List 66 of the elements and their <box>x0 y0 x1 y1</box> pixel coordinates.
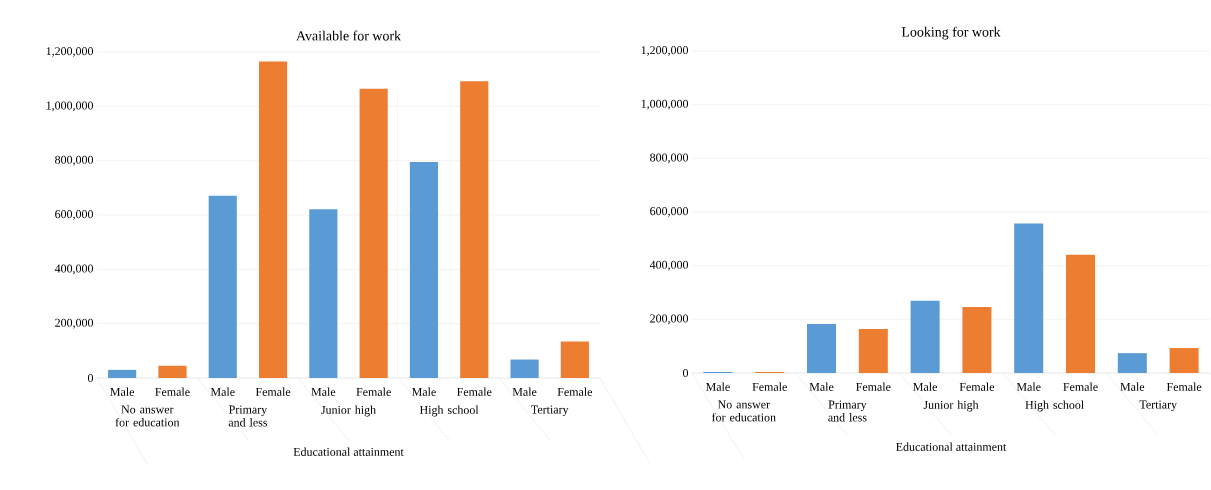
bar <box>560 341 589 378</box>
bar <box>208 195 237 378</box>
bar <box>510 359 539 378</box>
x-tick-label: Primary and less <box>228 405 268 427</box>
x-tick-label: Junior high <box>321 405 376 417</box>
bar <box>108 369 137 378</box>
series-label: Male <box>110 387 135 396</box>
y-tick-label: 800,000 <box>650 153 689 164</box>
bar <box>910 300 940 373</box>
x-tick-label: High school <box>419 405 479 417</box>
x-tick-label: No answer for education <box>115 405 180 427</box>
series-label: Male <box>705 382 730 391</box>
text: Male <box>1016 382 1041 391</box>
bar <box>807 323 837 373</box>
bar <box>858 328 888 373</box>
text: Female <box>155 387 190 396</box>
y-tick-label: 1,000,000 <box>46 101 94 112</box>
x-tick-label: High school <box>1025 400 1084 412</box>
y-tick-label: 1,200,000 <box>641 46 689 56</box>
text: Male <box>809 382 834 391</box>
y-tick-label: 400,000 <box>54 264 94 275</box>
text: Female <box>959 382 995 391</box>
chart-title: Available for work <box>296 30 402 41</box>
x-tick-label: No answer for education <box>711 400 776 422</box>
y-tick-label: 200,000 <box>650 314 689 325</box>
bar <box>962 306 992 373</box>
y-tick-label: 1,200,000 <box>46 47 94 57</box>
bar <box>258 61 288 378</box>
y-tick-label: 600,000 <box>650 207 689 217</box>
text: Male <box>512 387 537 396</box>
y-tick-label: 600,000 <box>55 210 94 220</box>
y-tick-label: 800,000 <box>55 155 94 166</box>
text: Female <box>457 387 492 396</box>
x-tick-label: Tertiary <box>1139 400 1178 412</box>
text: Female <box>856 382 891 391</box>
bar <box>1117 353 1147 373</box>
series-label: Female <box>557 387 593 396</box>
y-tick-label: 0 <box>682 368 689 378</box>
x-tick-label: Primary and less <box>828 400 867 422</box>
text: Male <box>1120 382 1145 391</box>
y-tick-label: 200,000 <box>55 318 94 329</box>
bar <box>409 162 439 378</box>
x-tick-label: Junior high <box>923 400 979 412</box>
bar <box>309 209 338 378</box>
text: Female <box>1063 382 1098 391</box>
bar <box>1169 348 1199 373</box>
bar <box>158 365 187 378</box>
y-tick-label: 1,000,000 <box>641 99 689 110</box>
text: Male <box>311 387 336 396</box>
text: Female <box>356 387 391 396</box>
chart-title: Looking for work <box>901 26 1001 40</box>
text: Male <box>913 382 937 391</box>
bar <box>460 81 489 378</box>
bar <box>1066 254 1096 373</box>
y-tick-label: 400,000 <box>649 260 689 271</box>
y-tick-label: 0 <box>87 373 94 383</box>
text: Male <box>412 387 436 396</box>
x-axis-title: Educational attainment <box>896 442 1007 451</box>
x-tick-label: Tertiary <box>531 405 569 417</box>
series-label: Female <box>752 382 787 391</box>
x-axis-title: Educational attainment <box>293 447 404 456</box>
text: Female <box>255 387 291 396</box>
text: Male <box>210 387 235 396</box>
bar <box>1014 223 1044 373</box>
text: Female <box>1166 382 1202 391</box>
bar <box>359 88 388 378</box>
